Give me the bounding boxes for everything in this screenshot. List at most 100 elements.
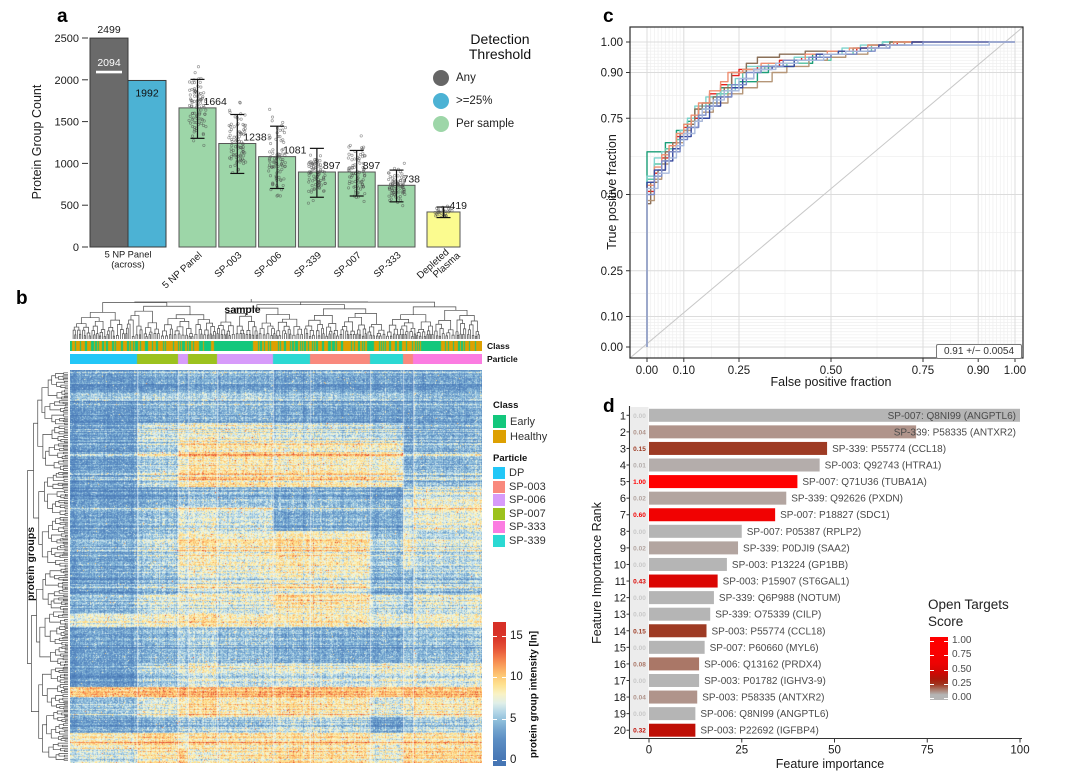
column-dendrogram-branch	[131, 336, 135, 339]
jitter-point	[311, 160, 315, 164]
row-dendrogram-branch	[62, 554, 68, 557]
row-dendrogram-branch	[48, 525, 53, 539]
jitter-point	[402, 177, 406, 181]
row-dendrogram-branch	[57, 742, 68, 747]
row-dendrogram-branch	[59, 626, 66, 630]
jitter-point	[239, 130, 243, 135]
jitter-point	[197, 93, 201, 97]
row-dendrogram-branch	[62, 614, 68, 617]
jitter-point	[199, 97, 203, 102]
jitter-point	[202, 143, 206, 147]
jitter-point	[274, 162, 278, 166]
colorbar-tick	[493, 677, 497, 679]
column-dendrogram-branch	[99, 332, 103, 339]
panel-a-letter: a	[57, 6, 68, 27]
column-dendrogram-branch	[78, 333, 82, 339]
jitter-point	[447, 210, 451, 214]
row-dendrogram-branch	[47, 493, 58, 509]
column-dendrogram-branch	[287, 329, 291, 339]
jitter-point	[322, 170, 327, 174]
row-dendrogram-branch	[64, 749, 68, 752]
row-dendrogram-branch	[63, 673, 68, 677]
jitter-point	[351, 163, 355, 167]
row-dendrogram-branch	[63, 430, 68, 433]
column-dendrogram-branch	[312, 334, 315, 339]
row-dendrogram-branch	[61, 641, 68, 646]
row-dendrogram-branch	[42, 434, 53, 459]
row-dendrogram-branch	[64, 493, 68, 497]
rank-label: 6	[620, 493, 626, 505]
rank-label: 5	[620, 477, 626, 489]
jitter-point	[322, 189, 326, 193]
jitter-point	[443, 215, 447, 219]
jitter-point	[275, 156, 279, 160]
column-dendrogram-branch	[80, 317, 100, 324]
column-dendrogram-branch	[153, 333, 157, 339]
jitter-point	[278, 155, 282, 159]
column-dendrogram-branch	[456, 319, 463, 332]
particle-legend-label: SP-333	[509, 521, 546, 533]
bar-Depleted Plasma	[426, 211, 461, 248]
jitter-point	[195, 102, 199, 106]
column-dendrogram-branch	[416, 332, 421, 337]
colorbar-tick-label: 15	[510, 630, 523, 643]
column-dendrogram-branch	[393, 328, 398, 335]
column-dendrogram-branch	[204, 329, 209, 335]
row-dendrogram-branch	[53, 598, 62, 604]
row-dendrogram-branch	[64, 739, 68, 742]
jitter-point	[393, 184, 397, 189]
row-dendrogram-branch	[64, 568, 68, 571]
jitter-point	[347, 152, 351, 156]
column-dendrogram-branch	[82, 329, 86, 339]
column-dendrogram-branch	[226, 333, 229, 339]
importance-bar	[649, 557, 727, 571]
jitter-point	[322, 178, 326, 182]
row-dendrogram-branch	[47, 477, 54, 487]
row-dendrogram-branch	[64, 664, 68, 667]
jitter-point	[274, 176, 278, 180]
jitter-point	[280, 160, 284, 164]
jitter-point	[321, 169, 325, 173]
column-dendrogram-branch	[418, 328, 425, 333]
jitter-point	[242, 124, 246, 128]
column-dendrogram-branch	[445, 335, 448, 339]
jitter-point	[228, 129, 232, 133]
column-dendrogram-branch	[431, 334, 434, 339]
column-dendrogram-branch	[305, 333, 309, 339]
column-dendrogram-branch	[160, 335, 164, 339]
jitter-point	[312, 187, 316, 191]
particle-legend-item: SP-006	[493, 494, 546, 506]
column-dendrogram-branch	[305, 325, 313, 331]
row-dendrogram-branch	[64, 513, 68, 516]
jitter-point	[402, 189, 406, 194]
row-dendrogram-branch	[58, 425, 68, 429]
row-dendrogram-branch	[59, 517, 68, 521]
row-dendrogram-branch	[50, 600, 61, 609]
row-dendrogram-branch	[63, 413, 68, 417]
jitter-point	[319, 178, 323, 182]
rank-label: 9	[620, 543, 626, 555]
jitter-point	[314, 167, 318, 171]
column-dendrogram-branch	[369, 326, 375, 336]
row-dendrogram-branch	[55, 667, 64, 672]
column-dendrogram-branch	[292, 334, 296, 339]
column-dendrogram-branch	[438, 320, 452, 330]
row-dendrogram-branch	[58, 590, 68, 594]
y-tick-label: 1500	[55, 117, 79, 129]
jitter-point	[315, 158, 319, 162]
row-dendrogram-branch	[47, 379, 57, 396]
rank-label: 15	[614, 642, 626, 654]
jitter-point	[438, 210, 442, 214]
column-dendrogram-branch	[388, 324, 397, 333]
x-tick-label: SP-007	[332, 250, 364, 280]
jitter-point	[316, 177, 320, 182]
jitter-point	[275, 194, 279, 198]
jitter-point	[237, 139, 241, 143]
bar-SP-003	[218, 143, 257, 248]
jitter-point	[346, 156, 350, 160]
jitter-point	[283, 153, 287, 158]
row-dendrogram-branch	[63, 598, 68, 601]
row-dendrogram-branch	[58, 527, 65, 532]
jitter-point	[280, 164, 284, 168]
row-dendrogram-branch	[50, 652, 58, 662]
